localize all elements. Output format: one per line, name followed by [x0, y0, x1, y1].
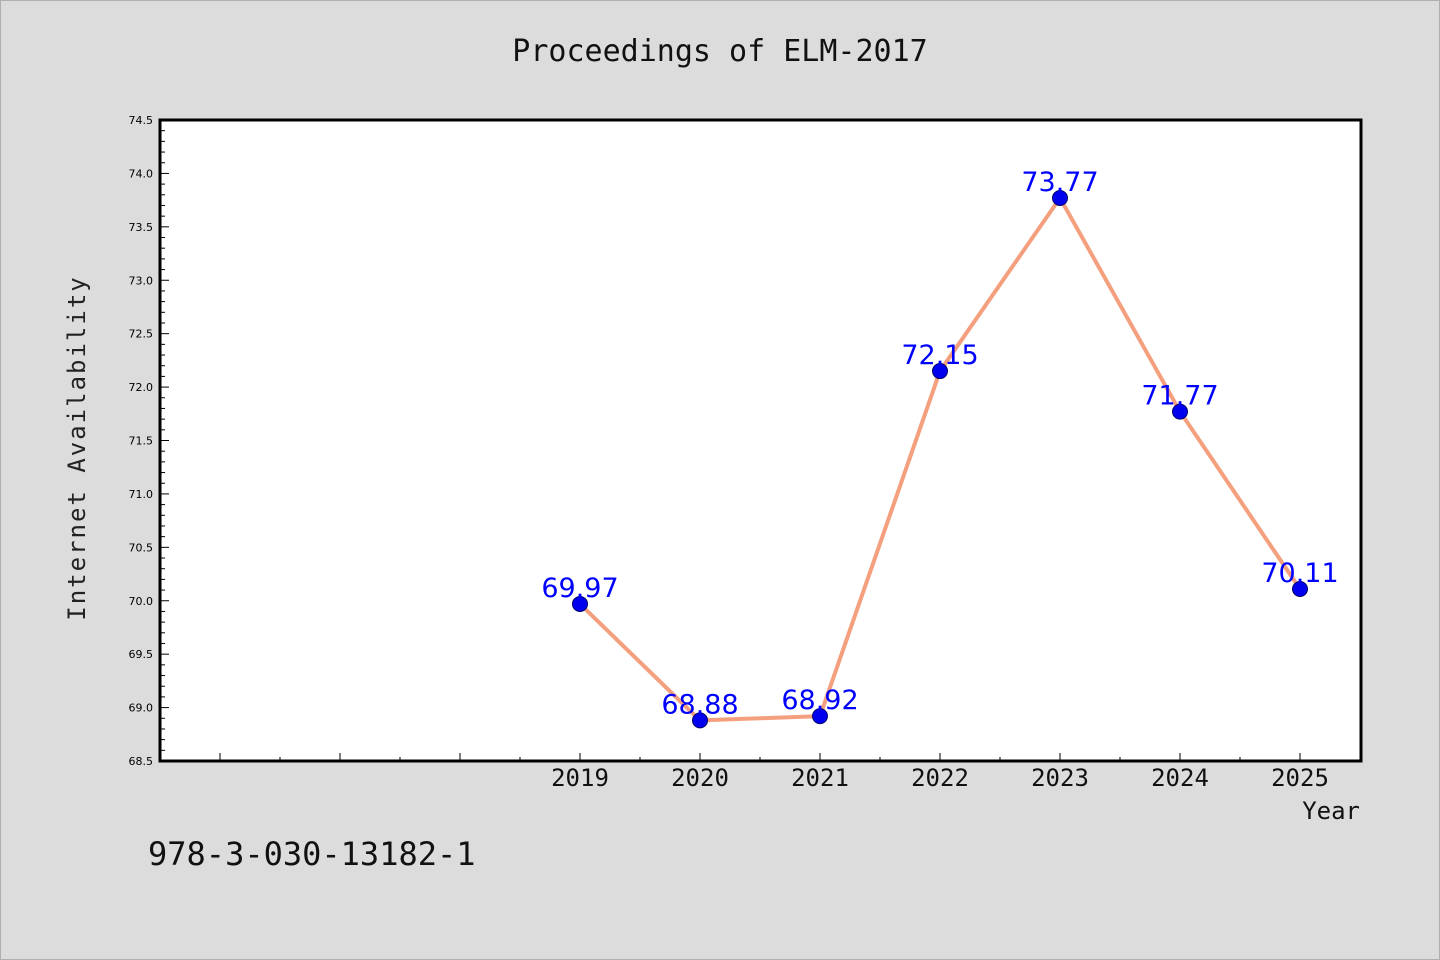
x-tick-label: 2023 — [1031, 764, 1089, 792]
y-tick-label: 72.5 — [129, 328, 154, 341]
data-point — [692, 712, 708, 729]
x-tick-label: 2022 — [911, 764, 969, 792]
plot-area — [158, 118, 1363, 763]
y-tick-label: 72.0 — [129, 381, 154, 394]
data-label: 70.11 — [1261, 558, 1338, 589]
data-point — [572, 595, 588, 612]
y-tick-label: 74.0 — [129, 167, 154, 180]
data-label: 68.92 — [781, 685, 858, 716]
y-tick-label: 73.5 — [129, 221, 154, 234]
data-label: 73.77 — [1021, 167, 1098, 198]
data-labels-layer: 69.97 68.88 68.92 72.15 73.77 71.77 70.11 — [541, 167, 1338, 720]
y-tick-label: 68.5 — [129, 755, 154, 768]
y-tick-label: 70.0 — [129, 595, 154, 608]
data-point — [932, 363, 948, 380]
y-tick-label: 71.5 — [129, 435, 154, 448]
data-label: 69.97 — [541, 573, 618, 604]
data-label: 68.88 — [661, 689, 738, 720]
y-axis-ticks: 68.5 69.0 69.5 70.0 70.5 71.0 71.5 72.0 72.5 73.0… — [129, 114, 169, 768]
x-tick-label: 2019 — [551, 764, 609, 792]
series-layer — [572, 189, 1308, 729]
y-tick-label: 70.5 — [129, 541, 154, 554]
chart-title: Proceedings of ELM-2017 — [512, 34, 928, 69]
y-tick-label: 69.0 — [129, 702, 154, 715]
x-tick-label: 2025 — [1271, 764, 1329, 792]
y-tick-label: 71.0 — [129, 488, 154, 501]
data-label: 72.15 — [901, 340, 978, 371]
isbn-footer: 978-3-030-13182-1 — [148, 835, 476, 873]
x-tick-label: 2020 — [671, 764, 729, 792]
x-tick-label: 2024 — [1151, 764, 1209, 792]
y-tick-label: 73.0 — [129, 274, 154, 287]
data-point — [812, 708, 828, 725]
data-point — [1052, 189, 1068, 206]
y-tick-label: 69.5 — [129, 648, 154, 661]
x-tick-label: 2021 — [791, 764, 849, 792]
x-axis-ticks: 2019 2020 2021 2022 2023 2024 2025 — [219, 753, 1329, 792]
data-point — [1172, 403, 1188, 420]
data-label: 71.77 — [1141, 381, 1218, 412]
x-axis-label: Year — [1302, 797, 1360, 825]
y-tick-label: 74.5 — [129, 114, 154, 127]
data-point — [1292, 580, 1308, 597]
